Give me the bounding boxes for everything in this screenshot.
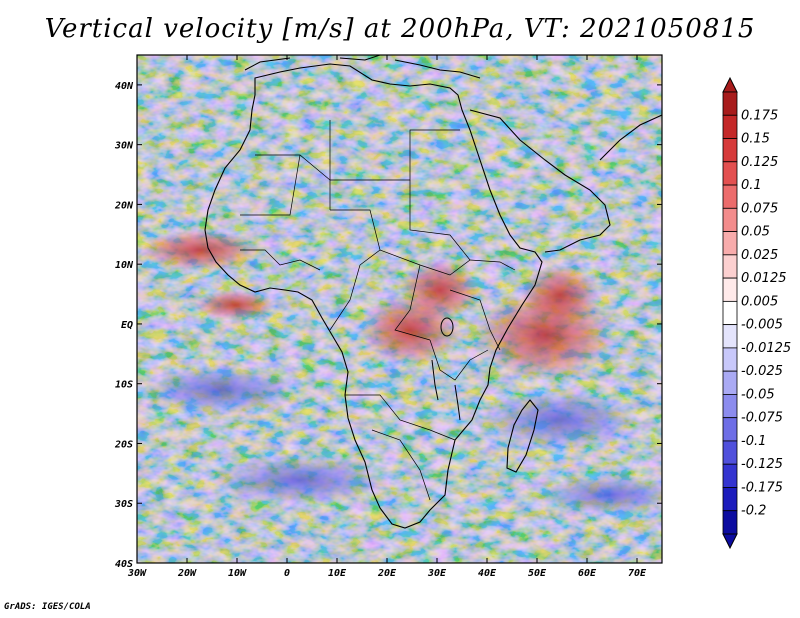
lon-tick-label: 10E (328, 568, 347, 579)
mediterranean-north-coast (244, 55, 481, 79)
lat-tick-label: 40S (115, 559, 133, 570)
colorbar-top-arrow (722, 76, 738, 93)
lat-tick-label: 20N (114, 200, 134, 211)
colorbar-label: 0.15 (741, 132, 770, 147)
colorbar-label: -0.2 (741, 504, 766, 519)
madagascar-outline (506, 399, 539, 473)
colorbar-label: -0.005 (741, 318, 783, 333)
colorbar-swatch (722, 347, 738, 372)
colorbar-swatch (722, 161, 738, 186)
colorbar-swatch (722, 254, 738, 279)
colorbar-label: -0.0125 (741, 341, 791, 356)
colorbar-label: -0.075 (741, 411, 783, 426)
colorbar: 0.175 0.15 0.125 0.1 0.075 0.05 0.025 0.0125 0.0… (722, 76, 791, 550)
colorbar-label: 0.025 (741, 248, 778, 263)
lat-tick-label: 30N (114, 141, 134, 152)
colorbar-label: 0.175 (741, 108, 778, 123)
colorbar-swatch (722, 138, 738, 163)
lat-tick-label: 20S (114, 439, 133, 450)
colorbar-swatch (722, 324, 738, 349)
vertical-velocity-field (137, 55, 662, 563)
country-borders (240, 120, 516, 501)
lat-tick-label: EQ (121, 320, 133, 331)
lon-tick-label: 20E (377, 568, 397, 579)
lat-tick-label: 30S (114, 499, 133, 510)
colorbar-swatch (722, 417, 738, 442)
lat-tick-label: 40N (115, 81, 134, 92)
colorbar-swatch (722, 440, 738, 465)
colorbar-label: -0.125 (741, 457, 783, 472)
colorbar-label: 0.1 (741, 178, 762, 193)
colorbar-swatch (722, 184, 738, 209)
colorbar-swatch (722, 207, 738, 232)
colorbar-label: 0.125 (741, 155, 778, 170)
lon-tick-label: 30W (127, 568, 147, 579)
colorbar-swatch (722, 231, 738, 256)
lon-tick-label: 20W (177, 568, 197, 579)
lake-tanganyika (431, 359, 439, 401)
colorbar-swatch (722, 277, 738, 302)
colorbar-bottom-arrow (722, 533, 738, 550)
lake-victoria (440, 317, 454, 337)
colorbar-label: -0.05 (741, 387, 775, 402)
colorbar-swatch (722, 91, 738, 116)
colorbar-swatch (722, 487, 738, 512)
lake-malawi (454, 384, 461, 421)
lon-tick-label: 70E (628, 568, 647, 579)
colorbar-swatch (722, 394, 738, 419)
colorbar-swatch (722, 370, 738, 395)
colorbar-label: -0.025 (741, 364, 783, 379)
colorbar-label: 0.075 (741, 201, 778, 216)
colorbar-label: 0.0125 (741, 271, 787, 286)
colorbar-swatch (722, 300, 738, 326)
lat-tick-label: 10N (115, 260, 134, 271)
lon-tick-label: 30E (427, 568, 447, 579)
africa-coastline (204, 63, 543, 529)
grads-credit: GrADS: IGES/COLA (4, 602, 91, 612)
lon-tick-label: 0 (284, 568, 290, 579)
colorbar-label: 0.05 (741, 225, 770, 240)
plot-frame (136, 54, 663, 564)
arabia-coastline (469, 109, 662, 253)
colorbar-swatch (722, 510, 738, 535)
chart-title: Vertical velocity [m/s] at 200hPa, VT: 2… (44, 14, 756, 44)
colorbar-label: 0.005 (741, 294, 778, 309)
lon-tick-label: 50E (528, 568, 547, 579)
lon-tick-label: 60E (578, 568, 597, 579)
colorbar-swatch (722, 463, 738, 488)
colorbar-label: -0.175 (741, 480, 783, 495)
lon-tick-label: 10W (228, 568, 247, 579)
lon-tick-label: 40E (478, 568, 497, 579)
colorbar-label: -0.1 (741, 434, 766, 449)
colorbar-swatch (722, 114, 738, 139)
lat-tick-label: 10S (115, 380, 133, 391)
